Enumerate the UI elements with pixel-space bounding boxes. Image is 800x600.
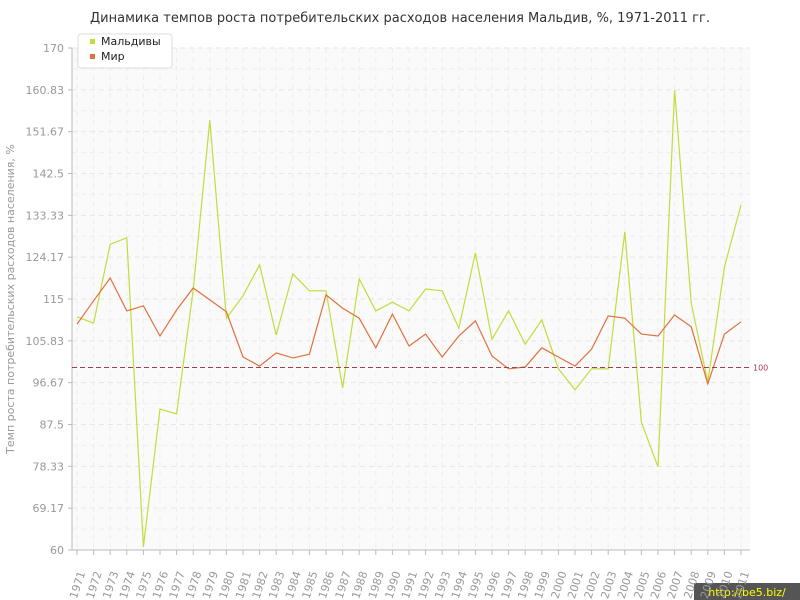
y-tick-label: 87.5	[40, 419, 65, 432]
y-tick-label: 160.83	[26, 84, 65, 97]
y-tick-label: 69.17	[33, 502, 65, 515]
legend-label: Мальдивы	[101, 35, 161, 48]
y-tick-label: 115	[43, 293, 64, 306]
y-tick-label: 133.33	[26, 209, 65, 222]
series-line	[76, 276, 742, 386]
legend-box	[77, 33, 173, 69]
y-tick-label: 124.17	[26, 251, 65, 264]
y-tick-label: 105.83	[26, 335, 65, 348]
y-tick-label: 142.5	[33, 168, 65, 181]
y-tick-label: 170	[43, 42, 64, 55]
watermark: http://be5.biz/	[708, 586, 786, 599]
y-tick-label: 96.67	[33, 377, 65, 390]
y-tick-label: 78.33	[33, 460, 65, 473]
chart-title: Динамика темпов роста потребительских ра…	[90, 11, 710, 26]
y-axis-label: Темп роста потребительских расходов насе…	[4, 144, 17, 455]
legend-swatch	[90, 39, 95, 44]
legend-swatch	[90, 54, 95, 59]
y-tick-label: 151.67	[26, 126, 65, 139]
reference-label: 100	[753, 363, 768, 372]
legend: Мальдивы Мир	[77, 33, 173, 69]
watermark-bg	[694, 583, 800, 600]
y-tick-label: 60	[50, 544, 64, 557]
series-line	[76, 89, 742, 547]
legend-label: Мир	[101, 50, 125, 63]
